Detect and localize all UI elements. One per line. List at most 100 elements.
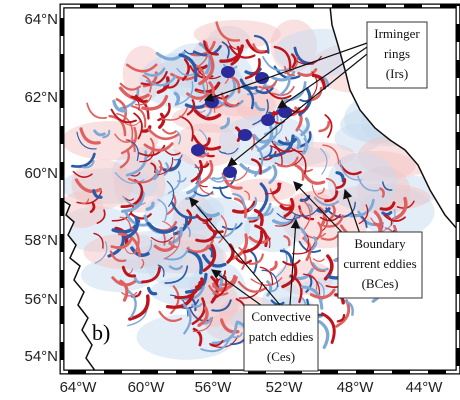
eddy-stroke	[272, 139, 290, 147]
eddy-stroke	[237, 280, 268, 293]
eddy-stroke	[165, 230, 181, 259]
eddy-stroke	[302, 171, 326, 185]
eddy-stroke	[71, 152, 96, 168]
eddy-stroke	[125, 63, 158, 73]
eddy-stroke	[266, 280, 273, 297]
eddy-stroke	[220, 117, 231, 130]
eddy-stroke	[242, 230, 264, 254]
eddy-stroke	[192, 316, 213, 333]
eddy-stroke	[128, 294, 150, 321]
eddy-stroke	[119, 279, 129, 302]
eddy-stroke	[110, 237, 133, 250]
eddy-stroke	[273, 45, 292, 71]
y-tick-label: 64°N	[24, 11, 58, 28]
eddy-stroke	[219, 186, 232, 200]
eddy-stroke	[147, 286, 158, 296]
ring	[238, 129, 252, 141]
eddy-stroke	[252, 133, 270, 144]
eddy-stroke	[318, 120, 331, 133]
eddy-stroke	[294, 164, 305, 181]
eddy-stroke	[283, 81, 307, 102]
eddy-stroke	[253, 101, 266, 112]
eddy-stroke	[283, 197, 295, 218]
eddy-stroke	[133, 112, 143, 140]
eddy-stroke	[117, 232, 142, 257]
eddy-stroke	[244, 190, 250, 200]
eddy-stroke	[140, 70, 168, 86]
eddy-stroke	[302, 273, 321, 296]
eddy-stroke	[271, 140, 296, 153]
eddy-stroke	[252, 43, 265, 53]
eddy-stroke	[123, 121, 141, 127]
eddy-stroke	[343, 299, 354, 316]
eddy-stroke	[222, 78, 237, 102]
eddy-stroke	[199, 159, 214, 184]
eddy-stroke	[143, 142, 174, 152]
eddy-stroke	[253, 208, 264, 227]
eddy-stroke	[192, 134, 222, 151]
annotation-text: Boundary	[354, 236, 406, 251]
eddy-stroke	[202, 317, 212, 325]
eddy-stroke	[241, 85, 255, 110]
eddy-stroke	[133, 98, 140, 111]
eddy-stroke	[244, 58, 261, 80]
eddy-stroke	[94, 241, 108, 264]
eddy-stroke	[176, 67, 196, 77]
eddy-stroke	[357, 175, 380, 192]
eddy-stroke	[311, 184, 329, 200]
eddy-stroke	[317, 187, 325, 195]
eddy-stroke	[271, 182, 281, 195]
eddy-stroke	[147, 127, 180, 141]
eddy-stroke	[272, 118, 283, 138]
eddy-stroke	[193, 191, 214, 197]
ring	[221, 66, 235, 78]
eddy-stroke	[120, 126, 138, 155]
eddy-stroke	[219, 44, 244, 63]
eddy-stroke	[79, 127, 101, 145]
eddy-stroke	[183, 49, 196, 55]
eddy-stroke	[271, 214, 299, 226]
eddy-stroke	[166, 180, 175, 207]
haze	[62, 191, 105, 228]
annotation-text: Irminger	[374, 26, 420, 41]
eddy-stroke	[370, 217, 383, 225]
eddy-stroke	[140, 258, 145, 269]
x-tick-label: 56°W	[195, 379, 233, 396]
axis-ticks: 64°W 60°W 56°W 52°W 48°W 44°W 64°N 62°N 60°N 58°N…	[24, 11, 443, 396]
eddy-stroke	[168, 265, 184, 271]
eddy-stroke	[339, 159, 362, 181]
eddy-stroke	[218, 215, 228, 244]
eddy-stroke	[173, 154, 183, 161]
eddy-stroke	[109, 250, 127, 263]
arrow	[227, 49, 373, 167]
eddy-stroke	[76, 190, 103, 205]
eddy-stroke	[197, 306, 209, 327]
eddy-stroke	[277, 156, 299, 168]
eddy-stroke	[212, 175, 237, 190]
eddy-stroke	[259, 182, 269, 213]
eddy-stroke	[303, 138, 309, 155]
haze	[115, 230, 185, 274]
eddy-stroke	[209, 340, 224, 347]
eddy-stroke	[228, 233, 249, 261]
eddy-stroke	[141, 94, 169, 111]
ring	[191, 144, 205, 156]
eddy-stroke	[190, 159, 204, 183]
eddy-stroke	[150, 162, 157, 174]
eddy-stroke	[261, 208, 274, 216]
eddy-stroke	[92, 189, 103, 199]
eddy-stroke	[261, 145, 273, 160]
eddy-stroke	[186, 248, 203, 275]
eddy-stroke	[270, 299, 285, 306]
eddy-stroke	[311, 262, 329, 272]
eddy-stroke	[313, 196, 339, 207]
eddy-field	[62, 19, 442, 360]
eddy-stroke	[325, 177, 337, 194]
eddy-stroke	[195, 230, 218, 243]
x-tick-label: 52°W	[266, 379, 304, 396]
eddy-stroke	[259, 266, 274, 286]
eddy-stroke	[322, 144, 340, 165]
eddy-stroke	[271, 70, 296, 82]
arrow	[189, 197, 281, 306]
eddy-stroke	[157, 264, 165, 278]
